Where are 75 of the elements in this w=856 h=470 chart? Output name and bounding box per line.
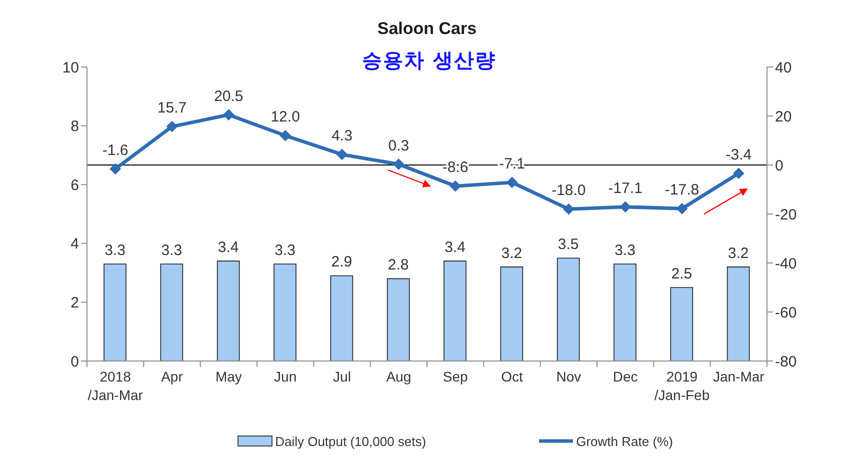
data-label: -3.4 (726, 146, 752, 164)
point (166, 121, 178, 132)
point (450, 180, 461, 192)
bar (444, 260, 466, 361)
data-label: 3.4 (444, 239, 466, 256)
data-label: 20.5 (214, 88, 244, 105)
data-label: 2.8 (388, 256, 409, 274)
x-tick-label: Apr (161, 368, 184, 385)
point (676, 203, 688, 214)
point (223, 109, 234, 120)
data-label: 3.3 (614, 242, 636, 259)
y-tick-label: 6 (70, 176, 79, 194)
data-label: -17.8 (664, 182, 700, 199)
chart-title: Saloon Cars (376, 19, 478, 39)
bar (726, 266, 750, 361)
x-tick-label: Nov (556, 368, 582, 385)
data-label: 3.3 (274, 242, 296, 259)
y2-tick-label: 20 (775, 108, 792, 126)
point (563, 204, 574, 215)
data-label: 3.5 (558, 236, 579, 254)
bar (216, 260, 240, 361)
x-tick-label: Jun (274, 368, 297, 385)
x-tick-label: Sep (442, 368, 468, 385)
x-tick-label: 2019 /Jan-Feb (654, 368, 710, 403)
bar (386, 278, 410, 361)
point (110, 163, 121, 174)
x-tick-label: Oct (501, 368, 523, 385)
bar (330, 275, 354, 361)
y2-tick-label: -20 (775, 206, 797, 224)
bar (614, 264, 636, 361)
data-label: -18.0 (552, 182, 586, 200)
y2-tick-label: -80 (775, 353, 797, 370)
y-tick-label: 10 (62, 59, 79, 76)
data-label: 3.3 (104, 242, 126, 259)
bar (556, 258, 580, 361)
point (620, 201, 631, 212)
bar (500, 266, 524, 361)
data-label: 2.5 (671, 266, 692, 282)
x-tick-label: Jul (333, 368, 351, 385)
x-tick-label: Jan-Mar (712, 368, 765, 385)
data-label: 0.3 (388, 137, 410, 154)
y-tick-label: 0 (70, 353, 79, 370)
data-label: -17.1 (608, 180, 642, 197)
y2-tick-label: 40 (775, 59, 792, 76)
data-label: 2.9 (331, 254, 352, 271)
data-label: 3.4 (218, 239, 239, 256)
data-label: 4.3 (332, 127, 352, 144)
data-label: 3.2 (501, 244, 522, 262)
bar (104, 264, 126, 361)
data-label: -1.6 (102, 142, 128, 159)
y2-tick-label: 0 (775, 157, 784, 174)
point (733, 168, 744, 179)
chart-subtitle: 승용차 생산량 (362, 48, 496, 72)
x-tick-label: Aug (386, 368, 412, 385)
data-label: 3.3 (161, 242, 182, 259)
y-tick-label: 4 (70, 236, 79, 253)
x-tick-label: Dec (612, 368, 638, 385)
legend-label: Daily Output (10,000 sets) (275, 434, 426, 448)
legend-label: Growth Rate (%) (576, 434, 673, 448)
point (336, 148, 348, 160)
y2-tick-label: -40 (775, 255, 797, 272)
data-label: 15.7 (157, 100, 187, 117)
point (393, 158, 404, 170)
point (506, 176, 518, 188)
x-tick-label: May (215, 368, 242, 385)
x-tick-label: 2018 /Jan-Mar (88, 368, 144, 403)
bar (160, 264, 184, 361)
y-tick-label: 2 (70, 294, 79, 312)
bar (670, 287, 694, 361)
y-tick-label: 8 (70, 118, 79, 136)
data-label: 3.2 (728, 244, 749, 262)
bar (274, 264, 296, 361)
data-label: 12.0 (270, 108, 300, 126)
point (280, 130, 291, 142)
y2-tick-label: -60 (775, 304, 797, 322)
